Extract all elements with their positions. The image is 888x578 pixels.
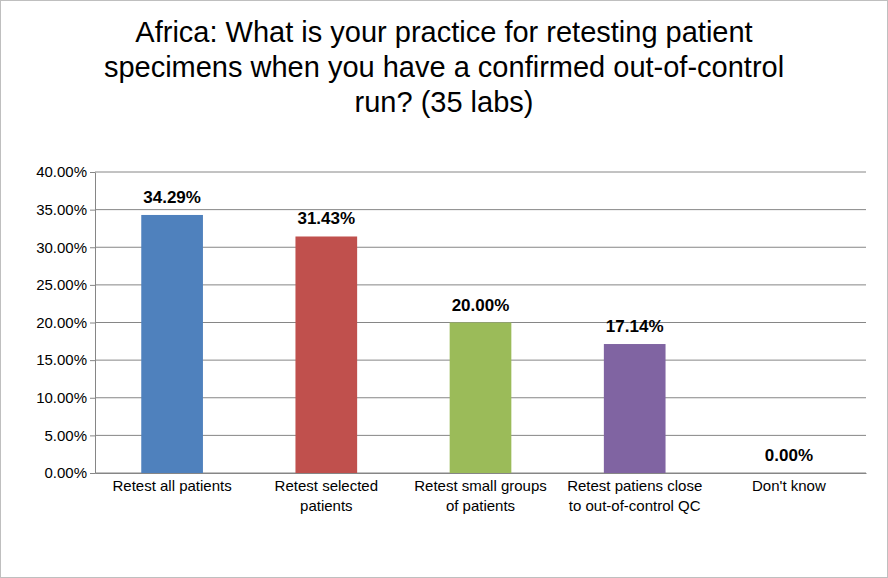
y-tick: 20.00% <box>36 314 95 331</box>
y-tick: 25.00% <box>36 276 95 293</box>
x-tick: Retest all patients <box>112 477 231 494</box>
y-axis: 0.00% 5.00% 10.00% 15.00% 20.00% 25.00% 30.00%… <box>36 163 95 481</box>
y-tick: 15.00% <box>36 351 95 368</box>
grid-line <box>95 209 866 210</box>
y-tick-mark <box>90 247 95 248</box>
y-tick: 40.00% <box>36 163 95 180</box>
y-tick-label: 25.00% <box>36 276 87 293</box>
y-tick-mark <box>90 435 95 436</box>
y-tick-mark <box>90 398 95 399</box>
x-tick: Don't know <box>752 477 826 494</box>
x-axis-line <box>96 473 867 474</box>
x-tick: Retest selected patients <box>275 477 378 514</box>
y-tick-label: 10.00% <box>36 389 87 406</box>
y-tick-label: 30.00% <box>36 239 87 256</box>
bar <box>450 323 512 474</box>
y-tick-label: 5.00% <box>44 427 87 444</box>
bars <box>141 215 665 473</box>
title: Africa: What is your practice for retest… <box>104 16 784 118</box>
text-line: run? (35 labs) <box>355 86 534 118</box>
data-labels: 34.29% 31.43% 20.00% 17.14% 0.00% <box>143 188 813 465</box>
y-tick-mark <box>90 323 95 324</box>
y-tick-mark <box>90 172 95 173</box>
text-line: Retest selected <box>275 477 378 494</box>
y-tick-label: 40.00% <box>36 163 87 180</box>
text-line: Africa: What is your practice for retest… <box>135 16 752 48</box>
text-line: patients <box>300 497 353 514</box>
y-tick-mark <box>90 210 95 211</box>
x-tick: Retest small groups of patients <box>414 477 547 514</box>
text-line: Retest small groups <box>414 477 547 494</box>
y-tick: 30.00% <box>36 239 95 256</box>
x-tick-label: Retest small groups of patients <box>414 477 547 514</box>
bar <box>604 344 666 473</box>
data-label: 17.14% <box>606 317 664 336</box>
chart-frame <box>1 1 888 578</box>
y-tick-label: 0.00% <box>44 464 87 481</box>
y-tick-mark <box>90 285 95 286</box>
y-tick: 5.00% <box>44 427 95 444</box>
y-tick: 0.00% <box>44 464 95 481</box>
bar <box>141 215 203 473</box>
grid-line <box>95 172 866 173</box>
bar <box>295 236 357 473</box>
data-label: 31.43% <box>297 209 355 228</box>
grid-line <box>95 284 866 285</box>
plot: 0.00% 5.00% 10.00% 15.00% 20.00% 25.00% 30.00%… <box>36 163 866 514</box>
x-tick-label: Retest all patients <box>112 477 231 494</box>
data-label: 34.29% <box>143 188 201 207</box>
bar <box>758 473 820 474</box>
grid <box>95 172 866 473</box>
x-tick-label: Retest patiens close to out-of-control QC <box>567 477 702 514</box>
y-tick: 10.00% <box>36 389 95 406</box>
text-line: Retest all patients <box>112 477 231 494</box>
y-tick-label: 15.00% <box>36 351 87 368</box>
y-axis-line <box>95 173 96 474</box>
x-tick-label: Don't know <box>752 477 826 494</box>
y-tick-mark <box>90 473 95 474</box>
chart: Africa: What is your practice for retest… <box>0 0 888 578</box>
y-tick-label: 20.00% <box>36 314 87 331</box>
y-tick: 35.00% <box>36 201 95 218</box>
y-tick-mark <box>90 360 95 361</box>
grid-line <box>95 247 866 248</box>
y-tick-label: 35.00% <box>36 201 87 218</box>
x-tick-label: Retest selected patients <box>275 477 378 514</box>
data-label: 20.00% <box>452 296 510 315</box>
text-line: specimens when you have a confirmed out-… <box>104 51 784 83</box>
text-line: Retest patiens close <box>567 477 702 494</box>
text-line: of patients <box>446 497 515 514</box>
data-label: 0.00% <box>765 446 813 465</box>
text-line: Don't know <box>752 477 826 494</box>
x-tick: Retest patiens close to out-of-control QC <box>567 477 702 514</box>
x-axis: Retest all patients Retest selected patien… <box>96 474 867 515</box>
text-line: to out-of-control QC <box>569 497 701 514</box>
